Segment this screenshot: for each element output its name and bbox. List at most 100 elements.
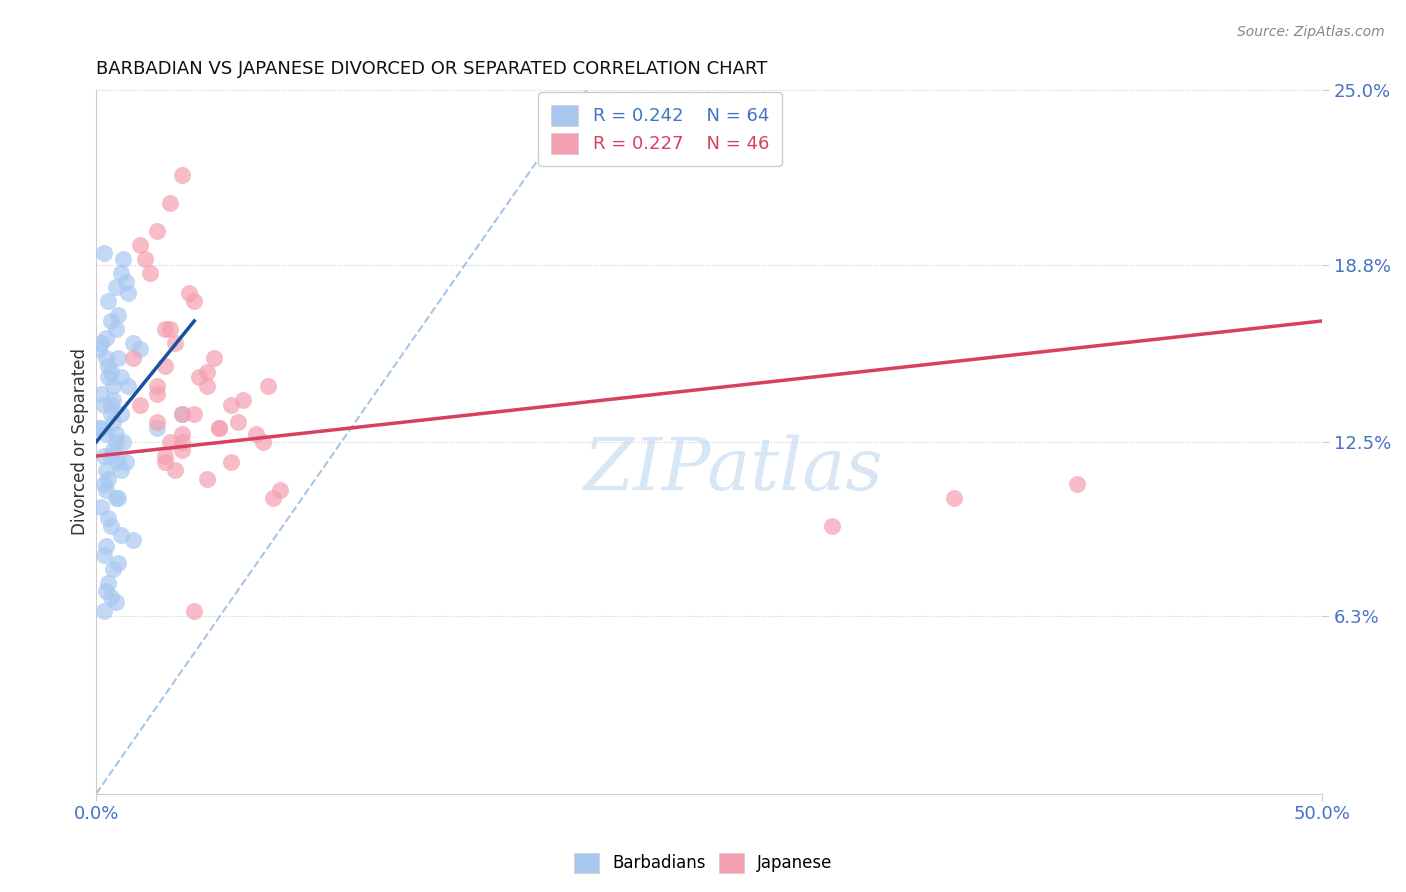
Point xyxy=(94,426,117,441)
Point xyxy=(104,426,127,441)
Point xyxy=(110,407,132,421)
Point xyxy=(208,421,231,435)
Point xyxy=(103,378,125,392)
Point xyxy=(153,359,176,373)
Point xyxy=(163,336,186,351)
Point xyxy=(146,421,169,435)
Point xyxy=(100,590,122,604)
Point xyxy=(107,351,129,365)
Point xyxy=(202,351,225,365)
Point xyxy=(110,370,132,384)
Point xyxy=(219,398,242,412)
Point xyxy=(94,539,117,553)
Point xyxy=(97,471,120,485)
Point xyxy=(90,387,112,401)
Point xyxy=(97,511,120,525)
Point xyxy=(820,519,842,533)
Point xyxy=(122,336,145,351)
Point xyxy=(93,548,115,562)
Point xyxy=(90,421,112,435)
Point xyxy=(103,415,125,429)
Point xyxy=(134,252,156,266)
Point xyxy=(170,434,193,449)
Point xyxy=(93,398,115,412)
Point xyxy=(153,449,176,463)
Point xyxy=(117,285,139,300)
Point xyxy=(153,322,176,336)
Point xyxy=(104,434,127,449)
Point xyxy=(170,407,193,421)
Point xyxy=(90,500,112,514)
Point xyxy=(93,449,115,463)
Point xyxy=(114,275,136,289)
Point xyxy=(262,491,284,506)
Point xyxy=(103,443,125,458)
Point xyxy=(163,463,186,477)
Point xyxy=(93,477,115,491)
Point xyxy=(159,195,181,210)
Point xyxy=(1066,477,1088,491)
Point xyxy=(90,336,112,351)
Point xyxy=(97,359,120,373)
Point xyxy=(943,491,966,506)
Point xyxy=(104,280,127,294)
Point xyxy=(104,595,127,609)
Point xyxy=(110,266,132,280)
Point xyxy=(107,491,129,506)
Point xyxy=(100,449,122,463)
Point xyxy=(104,491,127,506)
Point xyxy=(129,398,152,412)
Y-axis label: Divorced or Separated: Divorced or Separated xyxy=(72,349,89,535)
Point xyxy=(122,351,145,365)
Point xyxy=(146,224,169,238)
Point xyxy=(183,604,205,618)
Point xyxy=(93,604,115,618)
Legend: Barbadians, Japanese: Barbadians, Japanese xyxy=(567,847,839,880)
Point xyxy=(112,434,135,449)
Point xyxy=(139,266,162,280)
Point xyxy=(94,584,117,599)
Point xyxy=(146,378,169,392)
Point xyxy=(117,378,139,392)
Point xyxy=(94,351,117,365)
Text: Source: ZipAtlas.com: Source: ZipAtlas.com xyxy=(1237,25,1385,39)
Point xyxy=(269,483,291,497)
Point xyxy=(94,483,117,497)
Point xyxy=(97,370,120,384)
Point xyxy=(100,314,122,328)
Point xyxy=(114,455,136,469)
Point xyxy=(159,322,181,336)
Point xyxy=(195,378,218,392)
Point xyxy=(94,331,117,345)
Point xyxy=(170,168,193,182)
Point xyxy=(122,533,145,548)
Point xyxy=(153,455,176,469)
Legend: R = 0.242    N = 64, R = 0.227    N = 46: R = 0.242 N = 64, R = 0.227 N = 46 xyxy=(538,92,782,167)
Point xyxy=(103,392,125,407)
Text: BARBADIAN VS JAPANESE DIVORCED OR SEPARATED CORRELATION CHART: BARBADIAN VS JAPANESE DIVORCED OR SEPARA… xyxy=(96,60,768,78)
Point xyxy=(93,246,115,260)
Point xyxy=(170,407,193,421)
Point xyxy=(100,398,122,412)
Point xyxy=(228,415,250,429)
Point xyxy=(107,556,129,570)
Point xyxy=(232,392,254,407)
Point xyxy=(170,426,193,441)
Point xyxy=(100,519,122,533)
Point xyxy=(97,575,120,590)
Point xyxy=(188,370,211,384)
Point xyxy=(97,294,120,309)
Point xyxy=(146,415,169,429)
Point xyxy=(87,421,110,435)
Point xyxy=(94,463,117,477)
Point xyxy=(107,309,129,323)
Point xyxy=(170,443,193,458)
Point xyxy=(183,294,205,309)
Point xyxy=(159,434,181,449)
Text: ZIPatlas: ZIPatlas xyxy=(583,434,883,506)
Point xyxy=(129,342,152,356)
Point xyxy=(110,528,132,542)
Point xyxy=(146,387,169,401)
Point xyxy=(103,561,125,575)
Point xyxy=(245,426,267,441)
